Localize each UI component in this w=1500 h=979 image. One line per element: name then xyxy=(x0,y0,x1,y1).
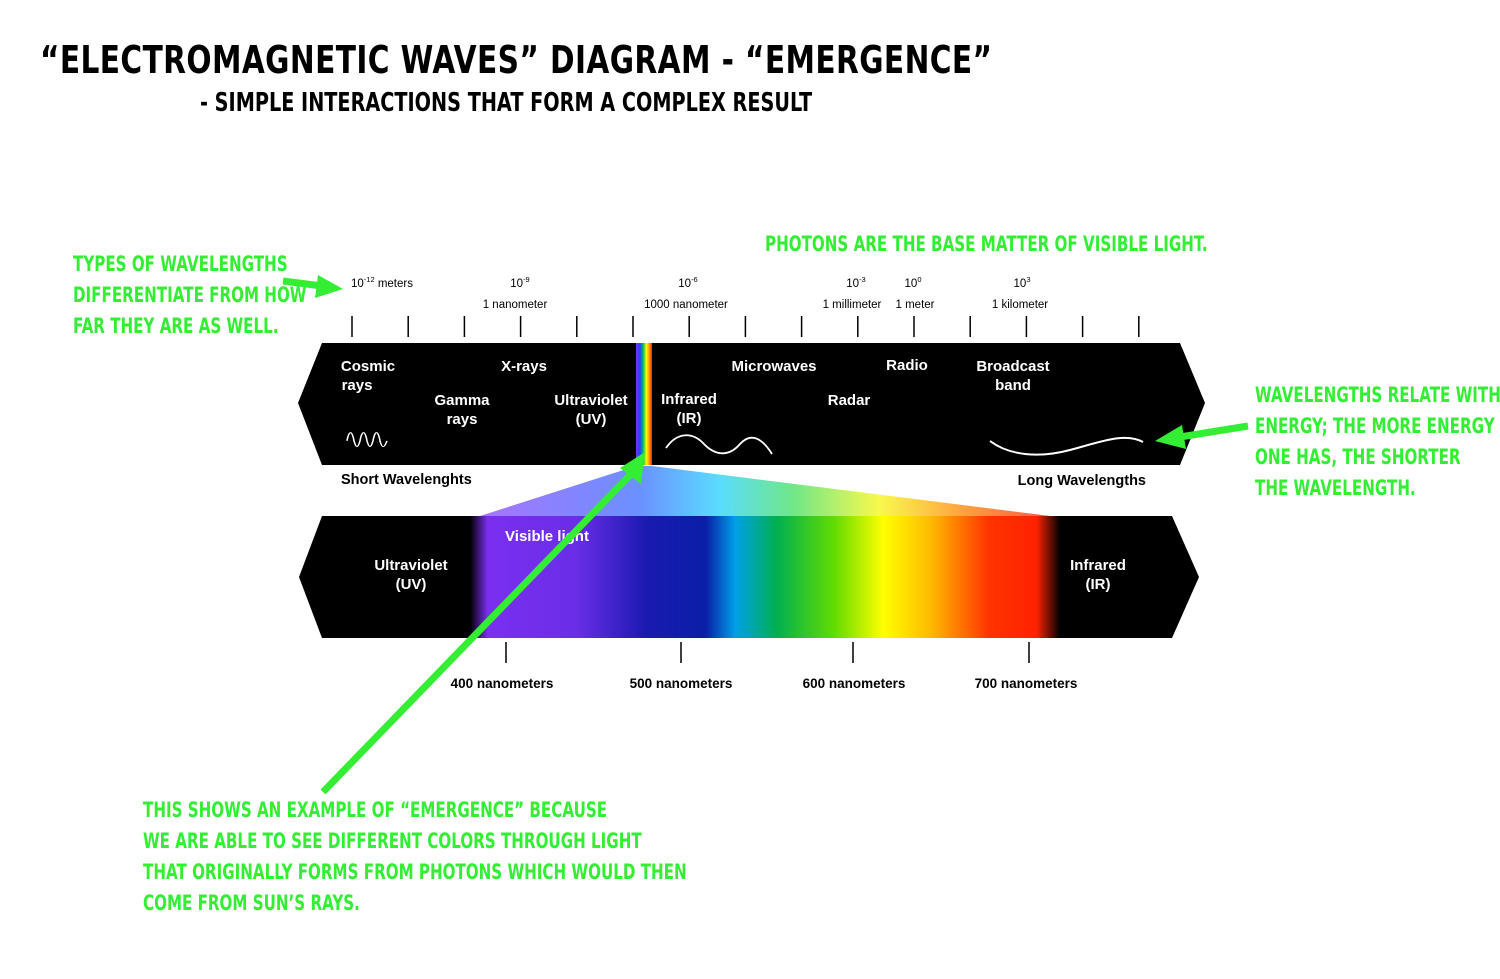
short-wave-icon xyxy=(346,432,388,448)
scale-label: 10-3 xyxy=(846,275,865,290)
note-line: THE WAVELENGTH. xyxy=(1255,476,1416,500)
band-label-radio: Radio xyxy=(886,357,928,374)
band-label-broadcast: Broadcast band xyxy=(976,358,1049,394)
note-line: THIS SHOWS AN EXAMPLE OF “EMERGENCE” BEC… xyxy=(143,798,608,822)
band-label-cosmic-rays: Cosmic rays xyxy=(341,358,395,394)
scale-label: 10-12 meters xyxy=(351,275,413,290)
band-label-ultraviolet: Ultraviolet (UV) xyxy=(554,392,627,428)
scale-label: 1 kilometer xyxy=(992,299,1048,311)
scale-ticks xyxy=(351,316,1140,337)
visible-slit xyxy=(636,343,652,465)
band-label-microwaves: Microwaves xyxy=(731,358,816,375)
scale-label: 1 meter xyxy=(896,299,935,311)
scale-label: 1000 nanometer xyxy=(644,299,728,311)
note-photons: PHOTONS ARE THE BASE MATTER OF VISIBLE L… xyxy=(765,232,1208,256)
short-wavelengths-label: Short Wavelenghts xyxy=(341,472,472,488)
band-label-infrared: Infrared (IR) xyxy=(661,391,717,427)
scale-labels: 10-12 meters 10-9 1 nanometer 10-6 1000 … xyxy=(351,275,1048,311)
long-wavelengths-label: Long Wavelengths xyxy=(1018,473,1146,489)
note-wavelength-types: TYPES OF WAVELENGTHS DIFFERENTIATE FROM … xyxy=(73,249,306,342)
nm-label-400: 400 nanometers xyxy=(451,676,554,691)
nm-label-700: 700 nanometers xyxy=(975,676,1078,691)
scale-label: 100 xyxy=(905,275,922,290)
arrow-emergence xyxy=(320,469,636,795)
note-line: WE ARE ABLE TO SEE DIFFERENT COLORS THRO… xyxy=(143,829,642,853)
scale-label: 1 millimeter xyxy=(823,299,882,311)
arrowhead-icon xyxy=(1155,425,1186,449)
spectrum-band xyxy=(298,343,1205,465)
note-energy: WAVELENGTHS RELATE WITH ENERGY; THE MORE… xyxy=(1255,380,1500,504)
band-label-x-rays: X-rays xyxy=(501,358,547,375)
scale-label: 10-9 xyxy=(510,275,529,290)
nm-ticks xyxy=(505,642,1030,663)
note-line: COME FROM SUN’S RAYS. xyxy=(143,891,360,915)
note-line: ONE HAS, THE SHORTER xyxy=(1255,445,1461,469)
note-line: DIFFERENTIATE FROM HOW xyxy=(73,283,307,307)
note-emergence: THIS SHOWS AN EXAMPLE OF “EMERGENCE” BEC… xyxy=(143,795,687,919)
long-wave-icon xyxy=(989,436,1144,456)
note-line: FAR THEY ARE AS WELL. xyxy=(73,314,279,338)
arrow-energy xyxy=(1179,422,1249,441)
nm-label-500: 500 nanometers xyxy=(630,676,733,691)
note-line: THAT ORIGINALLY FORMS FROM PHOTONS WHICH… xyxy=(143,860,687,884)
page-title: “ELECTROMAGNETIC WAVES” DIAGRAM - “EMERG… xyxy=(40,38,993,82)
scale-label: 10-6 xyxy=(678,275,697,290)
note-line: ENERGY; THE MORE ENERGY xyxy=(1255,414,1495,438)
note-line: TYPES OF WAVELENGTHS xyxy=(73,252,288,276)
visible-right-label: Infrared (IR) xyxy=(1070,557,1126,593)
scale-label: 1 nanometer xyxy=(483,299,548,311)
arrow-wavelength-types xyxy=(282,277,323,290)
note-line: WAVELENGTHS RELATE WITH xyxy=(1255,383,1500,407)
band-label-radar: Radar xyxy=(828,392,871,409)
arrowhead-icon xyxy=(620,452,645,484)
nm-label-600: 600 nanometers xyxy=(803,676,906,691)
scale-label: 103 xyxy=(1014,275,1031,290)
band-label-gamma-rays: Gamma rays xyxy=(434,392,490,428)
visible-left-label: Ultraviolet (UV) xyxy=(374,557,447,593)
arrowhead-icon xyxy=(315,275,343,298)
medium-wave-icon xyxy=(665,434,773,455)
page-subtitle: - SIMPLE INTERACTIONS THAT FORM A COMPLE… xyxy=(200,88,813,118)
visible-light-fan xyxy=(480,466,1050,516)
